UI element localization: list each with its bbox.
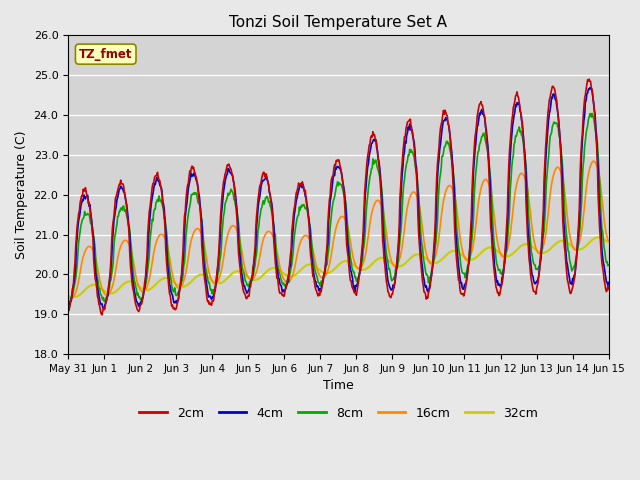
8cm (383, 255, 391, 261)
4cm (64, 306, 72, 312)
32cm (70, 294, 78, 300)
4cm (65, 307, 73, 313)
16cm (64, 295, 72, 301)
Title: Tonzi Soil Temperature Set A: Tonzi Soil Temperature Set A (229, 15, 447, 30)
2cm (436, 125, 444, 131)
2cm (383, 283, 391, 288)
Line: 4cm: 4cm (68, 88, 609, 310)
X-axis label: Time: Time (323, 379, 354, 392)
8cm (556, 135, 564, 141)
16cm (436, 221, 444, 227)
4cm (586, 85, 594, 91)
16cm (207, 276, 214, 281)
2cm (98, 312, 106, 318)
8cm (64, 300, 72, 305)
Line: 2cm: 2cm (68, 79, 609, 315)
2cm (605, 287, 612, 292)
16cm (383, 237, 391, 242)
2cm (207, 301, 214, 307)
32cm (605, 239, 612, 245)
4cm (331, 173, 339, 179)
Y-axis label: Soil Temperature (C): Soil Temperature (C) (15, 131, 28, 259)
8cm (436, 171, 444, 177)
16cm (67, 296, 74, 301)
32cm (383, 257, 391, 263)
32cm (331, 266, 339, 272)
8cm (184, 217, 191, 223)
2cm (585, 76, 593, 82)
32cm (436, 258, 444, 264)
4cm (436, 141, 444, 147)
16cm (605, 238, 612, 244)
4cm (383, 271, 391, 277)
2cm (331, 162, 339, 168)
8cm (331, 194, 339, 200)
2cm (556, 136, 564, 142)
Line: 16cm: 16cm (68, 161, 609, 299)
4cm (605, 279, 612, 285)
Line: 8cm: 8cm (68, 113, 609, 304)
2cm (64, 306, 72, 312)
Text: TZ_fmet: TZ_fmet (79, 48, 132, 60)
16cm (590, 158, 598, 164)
4cm (556, 131, 564, 137)
32cm (207, 276, 214, 282)
Legend: 2cm, 4cm, 8cm, 16cm, 32cm: 2cm, 4cm, 8cm, 16cm, 32cm (134, 402, 543, 425)
32cm (184, 282, 191, 288)
4cm (184, 194, 191, 200)
8cm (207, 288, 214, 293)
8cm (66, 301, 74, 307)
2cm (184, 183, 191, 189)
16cm (331, 231, 339, 237)
8cm (588, 110, 596, 116)
32cm (595, 234, 602, 240)
Line: 32cm: 32cm (68, 237, 609, 297)
32cm (556, 238, 564, 244)
16cm (556, 167, 564, 172)
16cm (184, 260, 191, 265)
8cm (605, 262, 612, 268)
4cm (207, 295, 214, 300)
32cm (64, 293, 72, 299)
